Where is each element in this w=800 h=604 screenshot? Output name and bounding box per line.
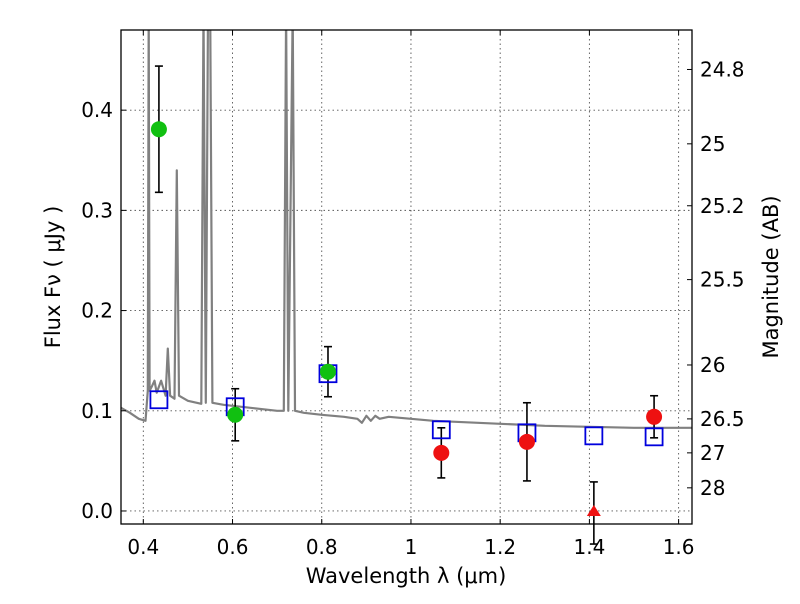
spectrum-line	[121, 30, 692, 429]
photometry-point	[646, 408, 663, 425]
photometry-point	[518, 433, 535, 450]
x-axis-label: Wavelength λ (μm)	[306, 564, 507, 588]
x-tick-label: 1.6	[663, 535, 695, 559]
plot-frame	[120, 29, 693, 525]
model-square-marker	[431, 420, 451, 440]
y-axis-label: Flux Fν ( μJy )	[41, 206, 65, 349]
right-tick-label: 27	[700, 441, 725, 465]
right-tick-label: 24.8	[700, 57, 745, 81]
error-bar-layer	[149, 65, 664, 545]
axis-layer: 0.4 0.6 0.8 1 1.2 1.4 1.6 0.0 0.1 0.2 0.3 0.4 24.8 25…	[81, 30, 745, 559]
photometry-point	[433, 444, 450, 461]
right-tick-label: 26	[700, 353, 725, 377]
x-tick-label: 1	[405, 535, 418, 559]
data-layer	[121, 30, 692, 429]
photometry-point	[319, 363, 336, 380]
model-square-marker	[149, 390, 169, 410]
grid-lines	[121, 30, 692, 524]
y-tick-label: 0.3	[81, 198, 113, 222]
x-tick-label: 0.6	[217, 535, 249, 559]
x-tick-label: 1.2	[484, 535, 516, 559]
right-tick-label: 26.5	[700, 407, 745, 431]
upper-limit-marker	[586, 504, 601, 516]
right-tick-label: 25	[700, 132, 725, 156]
x-tick-label: 0.4	[127, 535, 159, 559]
x-tick-label: 0.8	[306, 535, 338, 559]
model-square-marker	[584, 426, 604, 446]
right-axis-label: Magnitude (AB)	[759, 195, 783, 358]
y-tick-label: 0.2	[81, 299, 113, 323]
plot-background	[121, 30, 692, 524]
photometry-point	[150, 121, 167, 138]
y-tick-label: 0.1	[81, 399, 113, 423]
right-tick-label: 25.5	[700, 268, 745, 292]
photometry-point	[227, 406, 244, 423]
right-tick-label: 28	[700, 476, 725, 500]
x-tick-label: 1.4	[573, 535, 605, 559]
y-tick-label: 0.4	[81, 98, 113, 122]
y-tick-label: 0.0	[81, 499, 113, 523]
right-tick-label: 25.2	[700, 194, 745, 218]
model-square-marker	[644, 427, 664, 447]
